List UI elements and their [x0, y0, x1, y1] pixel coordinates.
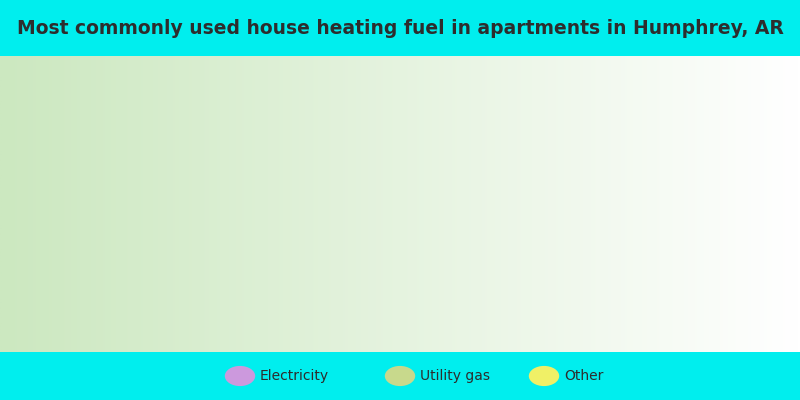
Ellipse shape	[529, 366, 559, 386]
Text: Electricity: Electricity	[260, 369, 329, 383]
Wedge shape	[490, 294, 574, 321]
Ellipse shape	[385, 366, 415, 386]
Text: Other: Other	[564, 369, 603, 383]
Text: Most commonly used house heating fuel in apartments in Humphrey, AR: Most commonly used house heating fuel in…	[17, 18, 783, 38]
Wedge shape	[450, 175, 571, 307]
Wedge shape	[226, 148, 493, 321]
Text: Utility gas: Utility gas	[420, 369, 490, 383]
Ellipse shape	[225, 366, 255, 386]
Text: City-Data.com: City-Data.com	[529, 87, 608, 97]
